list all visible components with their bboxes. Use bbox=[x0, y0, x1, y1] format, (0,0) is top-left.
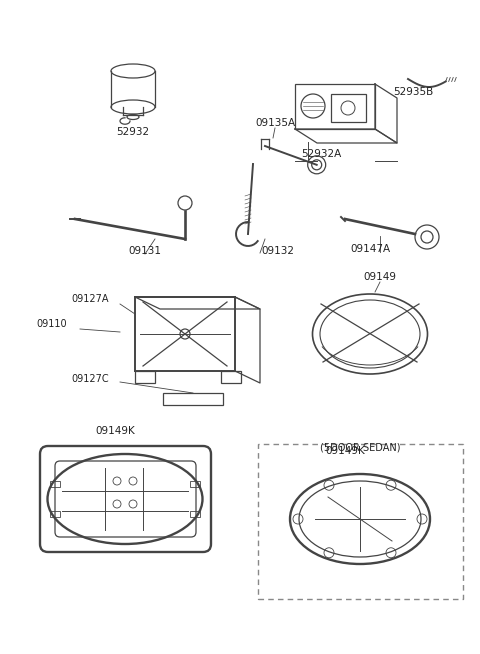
Text: 09110: 09110 bbox=[36, 319, 67, 329]
Text: 09147A: 09147A bbox=[350, 244, 390, 254]
Text: 09135A: 09135A bbox=[255, 118, 295, 128]
Text: 09149K: 09149K bbox=[95, 426, 135, 436]
Text: 09127C: 09127C bbox=[71, 374, 109, 384]
Text: 52932A: 52932A bbox=[301, 149, 341, 159]
Text: 09149K: 09149K bbox=[325, 446, 365, 456]
Text: (5DOOR SEDAN): (5DOOR SEDAN) bbox=[320, 442, 400, 452]
Text: 09127A: 09127A bbox=[71, 294, 109, 304]
Text: 09149: 09149 bbox=[363, 272, 396, 282]
Text: 52932: 52932 bbox=[117, 127, 150, 137]
Text: 09131: 09131 bbox=[129, 246, 161, 256]
Text: 52935B: 52935B bbox=[393, 87, 433, 97]
Text: 09132: 09132 bbox=[262, 246, 295, 256]
